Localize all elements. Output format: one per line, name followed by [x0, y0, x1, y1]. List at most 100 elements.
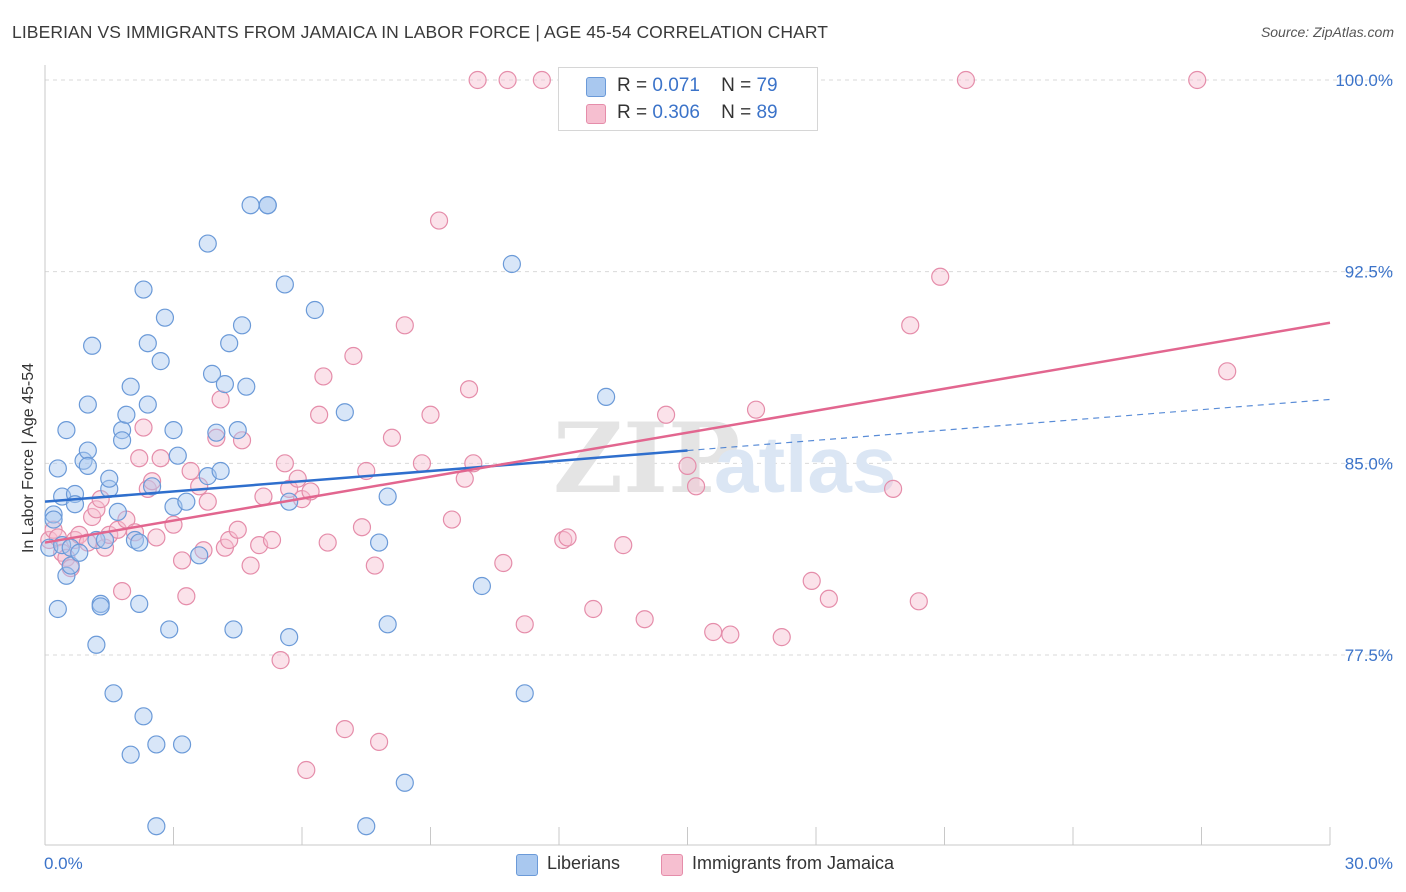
data-point-liberians [57, 421, 76, 440]
data-point-liberians [130, 594, 149, 613]
x-tick-label-max: 30.0% [1345, 854, 1393, 873]
r-label: R = [617, 102, 648, 123]
data-point-liberians [121, 377, 140, 396]
data-point-jamaica [909, 592, 928, 611]
data-point-jamaica [883, 479, 903, 498]
data-point-jamaica [365, 556, 384, 575]
data-point-jamaica [271, 651, 290, 670]
tick-labels: 77.5% 85.0% 92.5% 100.0% 0.0% 30.0% [44, 71, 1393, 873]
data-point-jamaica [382, 428, 402, 447]
trendline-liberians [44, 449, 688, 503]
data-point-liberians [211, 461, 230, 481]
data-point-jamaica [802, 571, 821, 590]
data-point-jamaica [819, 589, 838, 608]
n-label: N = [721, 102, 752, 123]
data-point-liberians [100, 469, 119, 488]
data-point-jamaica [254, 487, 273, 506]
data-point-liberians [57, 566, 76, 585]
legend-text-liberians: R = 0.071 N = 79 [617, 75, 778, 97]
data-point-liberians [112, 431, 132, 450]
data-point-liberians [215, 375, 234, 394]
data-point-jamaica [656, 405, 676, 424]
data-point-jamaica [532, 70, 551, 90]
n-value-jamaica: 89 [756, 102, 778, 123]
y-tick-label: 100.0% [1335, 71, 1393, 90]
data-point-jamaica [686, 477, 706, 496]
data-point-jamaica [459, 380, 479, 399]
data-point-jamaica [614, 536, 633, 555]
legend-swatch-blue [516, 854, 538, 876]
trend-lines [44, 321, 1331, 544]
data-point-jamaica [262, 530, 282, 550]
data-point-liberians [155, 308, 175, 327]
data-point-jamaica [207, 428, 226, 447]
legend-text-jamaica: R = 0.306 N = 89 [617, 102, 778, 124]
data-point-jamaica [130, 449, 149, 468]
data-point-liberians [142, 477, 162, 496]
data-point-liberians [134, 707, 153, 726]
data-point-jamaica [134, 418, 153, 437]
data-point-liberians [78, 395, 97, 414]
data-point-liberians [87, 635, 106, 654]
data-point-jamaica [318, 533, 337, 552]
data-point-liberians [61, 556, 80, 575]
data-point-jamaica [241, 556, 260, 575]
series-jamaica-points [40, 70, 1237, 780]
data-point-jamaica [211, 390, 230, 409]
data-point-jamaica [232, 431, 252, 450]
data-point-liberians [78, 441, 97, 460]
r-value-jamaica: 0.306 [652, 102, 700, 123]
data-point-liberians [147, 817, 166, 836]
data-point-liberians [335, 403, 354, 422]
data-point-liberians [108, 502, 127, 521]
data-point-liberians [357, 817, 376, 836]
data-point-liberians [395, 773, 414, 792]
data-point-jamaica [198, 492, 217, 511]
data-point-jamaica [704, 622, 723, 642]
legend-swatch-pink [661, 854, 683, 876]
data-point-liberians [472, 576, 491, 596]
data-point-jamaica [421, 405, 440, 424]
data-point-jamaica [721, 625, 740, 644]
data-point-liberians [202, 364, 222, 383]
watermark: ZIP atlas [553, 402, 896, 515]
data-point-jamaica [172, 551, 192, 570]
data-point-liberians [172, 735, 192, 754]
data-point-jamaica [297, 760, 316, 780]
data-point-jamaica [584, 599, 603, 619]
data-point-liberians [241, 196, 260, 215]
data-point-liberians [121, 745, 140, 764]
data-point-jamaica [228, 520, 247, 539]
data-point-liberians [597, 387, 616, 406]
data-point-liberians [48, 459, 67, 478]
r-value-liberians: 0.071 [652, 75, 700, 96]
data-point-jamaica [181, 461, 200, 481]
data-point-liberians [370, 533, 389, 552]
data-point-jamaica [412, 454, 432, 473]
data-point-jamaica [678, 456, 697, 475]
watermark-atlas: atlas [714, 420, 896, 509]
n-label: N = [721, 75, 752, 96]
data-point-jamaica [335, 720, 354, 739]
data-point-jamaica [177, 587, 196, 606]
data-point-liberians [190, 546, 209, 565]
data-point-liberians [378, 615, 397, 634]
series-legend: Liberians Immigrants from Jamaica [0, 852, 1406, 878]
data-point-jamaica [931, 267, 950, 286]
data-point-jamaica [498, 70, 517, 90]
stats-legend: R = 0.071 N = 79 R = 0.306 N = 89 [558, 67, 818, 131]
data-point-liberians [198, 234, 217, 253]
y-tick-label: 92.5% [1345, 263, 1393, 282]
data-point-jamaica [746, 400, 766, 419]
data-point-jamaica [310, 405, 329, 424]
data-point-liberians [220, 334, 239, 353]
data-point-liberians [78, 456, 97, 475]
data-point-liberians [160, 620, 179, 639]
source-label: Source: ZipAtlas.com [1260, 24, 1394, 40]
data-point-jamaica [468, 70, 487, 90]
data-point-jamaica [275, 454, 294, 473]
data-point-liberians [138, 334, 157, 353]
data-point-liberians [378, 487, 397, 506]
data-point-jamaica [494, 553, 513, 573]
data-point-liberians [48, 599, 67, 619]
